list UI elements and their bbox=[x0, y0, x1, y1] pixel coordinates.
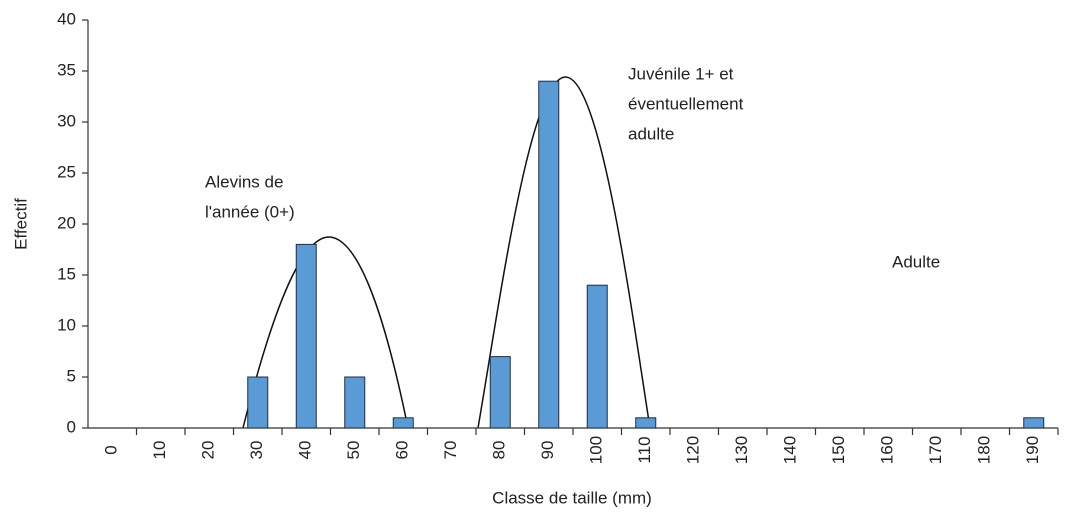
bar bbox=[586, 284, 608, 429]
bar bbox=[1023, 417, 1045, 429]
x-tick-label: 90 bbox=[538, 441, 557, 460]
x-tick-label: 130 bbox=[732, 436, 751, 464]
y-tick-label: 25 bbox=[57, 162, 76, 181]
x-tick-label: 120 bbox=[684, 436, 703, 464]
y-tick-label: 35 bbox=[57, 60, 76, 79]
x-tick-label: 140 bbox=[781, 436, 800, 464]
fit-curve bbox=[477, 76, 651, 429]
x-tick-label: 10 bbox=[150, 441, 169, 460]
y-tick-label: 10 bbox=[57, 315, 76, 334]
annotation: adulte bbox=[628, 124, 674, 143]
x-tick-label: 80 bbox=[490, 441, 509, 460]
x-tick-label: 170 bbox=[926, 436, 945, 464]
y-tick-label: 15 bbox=[57, 264, 76, 283]
x-tick-label: 20 bbox=[199, 441, 218, 460]
bar bbox=[344, 376, 366, 429]
bar bbox=[392, 417, 414, 429]
x-tick-label: 180 bbox=[975, 436, 994, 464]
y-axis-label: Effectif bbox=[11, 198, 30, 250]
y-tick-label: 30 bbox=[57, 111, 76, 130]
bar bbox=[635, 417, 657, 429]
x-tick-label: 50 bbox=[344, 441, 363, 460]
y-tick-label: 40 bbox=[57, 9, 76, 28]
x-tick-label: 110 bbox=[635, 436, 654, 463]
bar bbox=[489, 356, 511, 429]
fit-curve bbox=[242, 236, 409, 429]
y-tick-label: 20 bbox=[57, 213, 76, 232]
x-tick-label: 60 bbox=[393, 441, 412, 460]
annotation: Juvénile 1+ et bbox=[628, 64, 734, 83]
bar bbox=[295, 243, 317, 429]
x-tick-label: 0 bbox=[102, 445, 121, 454]
x-tick-label: 30 bbox=[247, 441, 266, 460]
x-tick-label: 70 bbox=[441, 441, 460, 460]
x-tick-label: 40 bbox=[296, 441, 315, 460]
x-tick-label: 160 bbox=[878, 436, 897, 464]
x-tick-label: 150 bbox=[829, 436, 848, 464]
x-tick-label: 190 bbox=[1023, 436, 1042, 464]
bar bbox=[247, 376, 269, 429]
x-axis-label: Classe de taille (mm) bbox=[492, 488, 652, 507]
annotation: éventuellement bbox=[628, 94, 744, 113]
y-tick-label: 5 bbox=[67, 366, 76, 385]
annotation: Alevins de bbox=[205, 172, 283, 191]
x-tick-label: 100 bbox=[587, 436, 606, 464]
annotation: Adulte bbox=[892, 252, 940, 271]
y-tick-label: 0 bbox=[67, 417, 76, 436]
bar bbox=[538, 80, 560, 429]
annotation: l'année (0+) bbox=[205, 202, 295, 221]
